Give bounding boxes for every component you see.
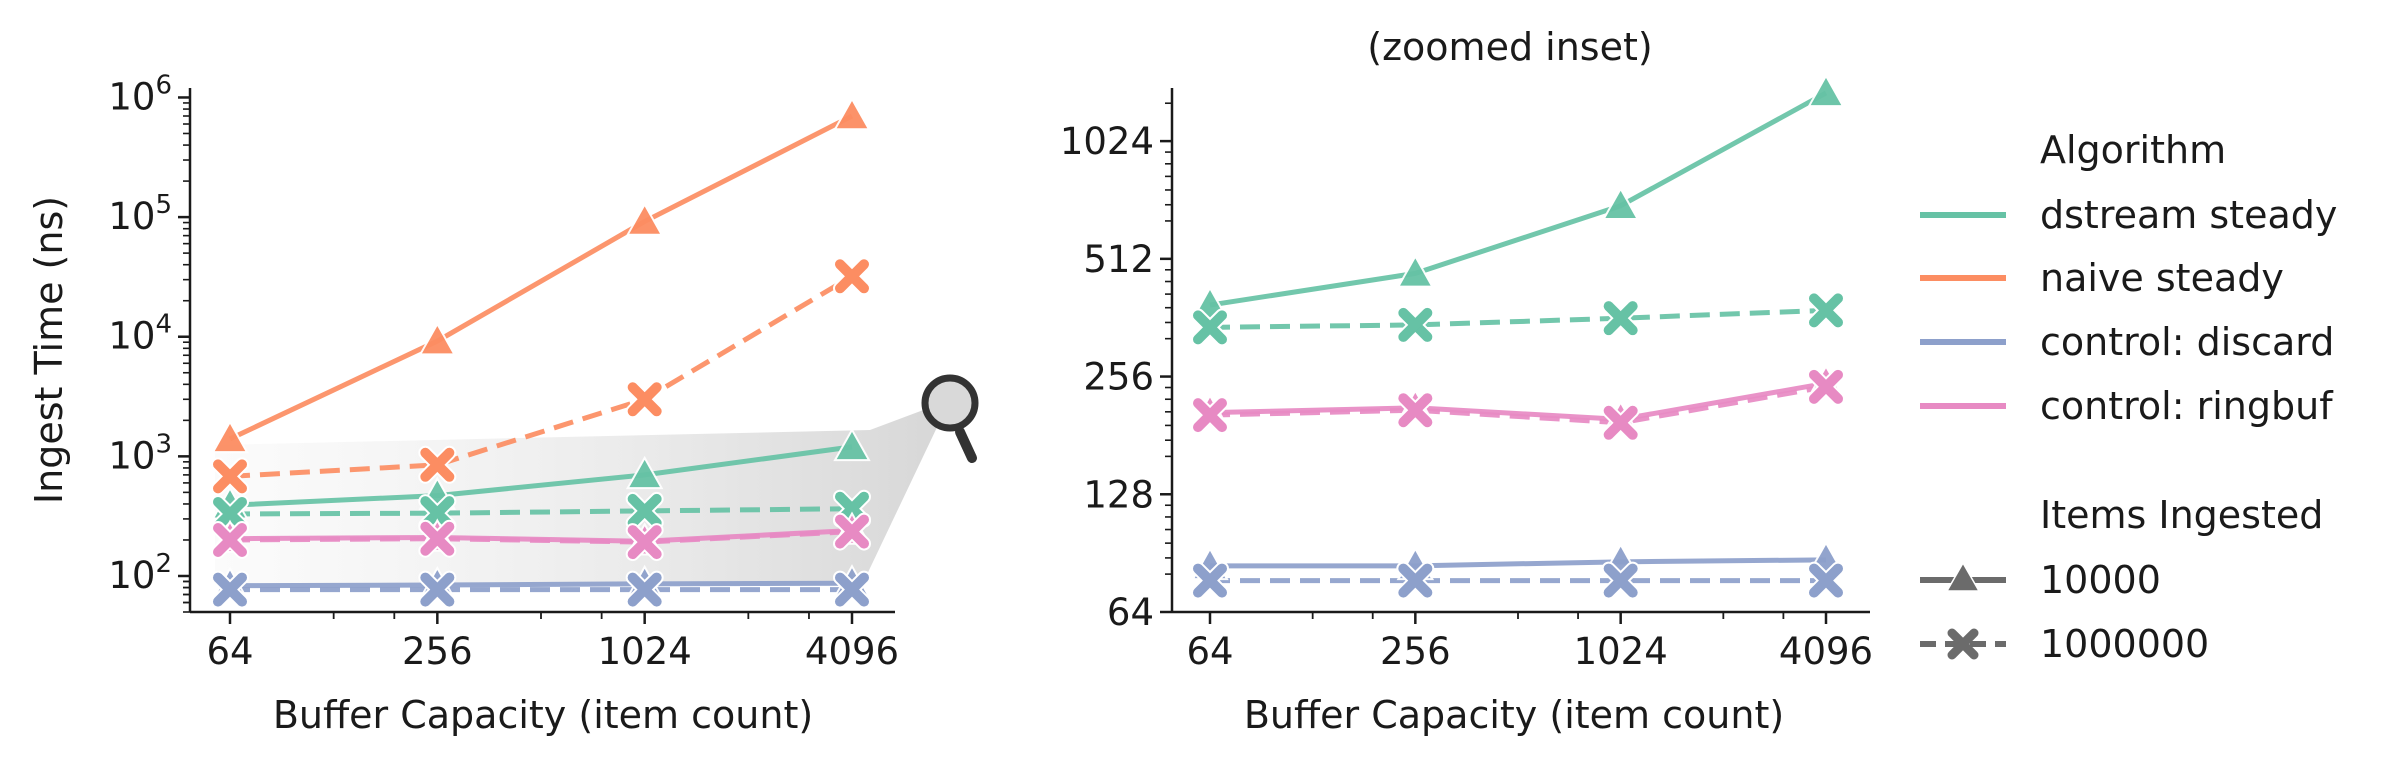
legend-item-1000000: 1000000 <box>1920 622 2209 666</box>
legend-title-algorithm: Algorithm <box>2040 128 2226 172</box>
inset-title: (zoomed inset) <box>1367 25 1652 69</box>
legend-item-dstream-steady: dstream steady <box>1920 193 2337 237</box>
series-line-dstream-steady-10000 <box>229 444 853 508</box>
x-tick-label: 4096 <box>1779 630 1873 673</box>
inset-series-layer <box>1209 90 1828 584</box>
data-point-x-dstream-steady <box>211 494 249 533</box>
series-line-control-discard-10000 <box>1210 557 1827 569</box>
data-point-triangle-dstream-steady <box>833 427 871 462</box>
series-line-control-ringbuf-1000000 <box>229 529 853 545</box>
data-point-triangle-naive-steady <box>625 202 664 236</box>
data-point-triangle-dstream-steady <box>1396 254 1435 288</box>
data-point-x-naive-steady <box>625 380 664 419</box>
main-panel: 102 103 104 105 106 64 256 1024 4096 Buffer Cap… <box>27 70 979 737</box>
series-line-control-discard-10000 <box>229 580 853 589</box>
y-tick-label: 128 <box>1083 473 1154 516</box>
legend-label: dstream steady <box>2040 193 2337 237</box>
x-tick-label: 1024 <box>1574 630 1668 673</box>
data-point-x-control-ringbuf <box>211 520 249 559</box>
series-line-dstream-steady-1000000 <box>229 506 853 517</box>
data-point-x-dstream-steady <box>1807 291 1845 330</box>
data-point-x-control-discard <box>625 570 664 609</box>
data-point-x-control-discard <box>1396 561 1435 600</box>
data-point-x-naive-steady <box>833 257 871 296</box>
x-tick-label: 4096 <box>805 630 899 673</box>
x-ticks: 64 256 1024 4096 <box>206 612 899 673</box>
data-point-triangle-naive-steady <box>211 419 249 454</box>
data-point-x-naive-steady <box>418 445 457 484</box>
legend-item-naive-steady: naive steady <box>1920 256 2284 300</box>
x-marker-icon <box>1947 628 1979 660</box>
y-ticks: 102 103 104 105 106 <box>108 70 190 613</box>
data-point-x-control-ringbuf <box>418 519 457 558</box>
data-point-x-control-ringbuf <box>1807 367 1845 406</box>
data-point-x-dstream-steady <box>625 491 664 530</box>
legend-item-control-ringbuf: control: ringbuf <box>1920 384 2334 428</box>
x-tick-label: 256 <box>1380 630 1451 673</box>
data-point-x-control-ringbuf <box>1396 391 1435 430</box>
data-point-x-control-ringbuf <box>833 512 871 551</box>
triangle-marker-icon <box>1945 561 1981 592</box>
series-line-dstream-steady-1000000 <box>1209 307 1827 330</box>
legend: Algorithm dstream steady naive steady co… <box>1920 128 2337 666</box>
data-point-x-control-discard <box>418 570 457 609</box>
legend-label: 1000000 <box>2040 622 2209 666</box>
data-point-x-control-ringbuf <box>1191 396 1229 435</box>
data-point-x-dstream-steady <box>1191 308 1229 347</box>
inset-x-ticks: 64 256 1024 4096 <box>1186 612 1873 673</box>
data-point-x-control-discard <box>1807 561 1845 600</box>
main-markers-layer <box>211 96 871 609</box>
data-point-x-control-ringbuf <box>1601 403 1640 442</box>
legend-label: naive steady <box>2040 256 2284 300</box>
inset-panel: (zoomed inset) 64 128 256 512 1024 64 256 1024… <box>1060 25 1873 737</box>
data-point-x-control-discard <box>1601 561 1640 600</box>
data-point-x-dstream-steady <box>1601 299 1640 338</box>
data-point-x-control-discard <box>1191 561 1229 600</box>
data-point-x-dstream-steady <box>1396 305 1435 344</box>
series-line-control-ringbuf-1000000 <box>1209 384 1827 426</box>
data-point-triangle-naive-steady <box>833 96 871 131</box>
series-line-naive-steady-1000000 <box>229 274 854 479</box>
y-tick-label: 256 <box>1083 356 1154 399</box>
data-point-x-control-ringbuf <box>625 523 664 562</box>
y-tick-label: 106 <box>108 70 172 118</box>
y-tick-label: 102 <box>108 549 172 597</box>
data-point-x-control-discard <box>833 570 871 609</box>
inset-markers-layer <box>1191 73 1845 600</box>
legend-item-10000: 10000 <box>1920 558 2161 602</box>
legend-item-control-discard: control: discard <box>1920 320 2334 364</box>
x-axis-label: Buffer Capacity (item count) <box>273 693 813 737</box>
data-point-triangle-dstream-steady <box>625 455 664 490</box>
x-tick-label: 1024 <box>598 630 692 673</box>
legend-label: control: ringbuf <box>2040 384 2334 428</box>
data-point-triangle-dstream-steady <box>1807 73 1845 108</box>
magnifier-icon <box>921 374 979 463</box>
inset-x-axis-label: Buffer Capacity (item count) <box>1244 693 1784 737</box>
y-tick-label: 105 <box>108 190 172 238</box>
y-tick-label: 512 <box>1083 238 1154 281</box>
series-line-naive-steady-10000 <box>228 113 854 442</box>
y-axis-label: Ingest Time (ns) <box>27 196 71 504</box>
y-tick-label: 1024 <box>1060 120 1154 163</box>
y-tick-label: 64 <box>1107 591 1154 634</box>
data-point-triangle-dstream-steady <box>1601 186 1640 220</box>
y-tick-label: 103 <box>108 429 172 477</box>
data-point-triangle-naive-steady <box>418 322 457 356</box>
y-tick-label: 104 <box>108 310 172 358</box>
x-tick-label: 64 <box>206 630 253 673</box>
legend-title-items: Items Ingested <box>2040 493 2323 537</box>
x-tick-label: 64 <box>1186 630 1233 673</box>
series-line-dstream-steady-10000 <box>1209 90 1828 308</box>
main-series-layer <box>228 113 854 593</box>
x-tick-label: 256 <box>402 630 473 673</box>
legend-label: 10000 <box>2040 558 2161 602</box>
data-point-x-control-discard <box>211 570 249 609</box>
inset-y-ticks: 64 128 256 512 1024 <box>1060 102 1172 634</box>
legend-label: control: discard <box>2040 320 2334 364</box>
data-point-x-naive-steady <box>211 457 249 496</box>
